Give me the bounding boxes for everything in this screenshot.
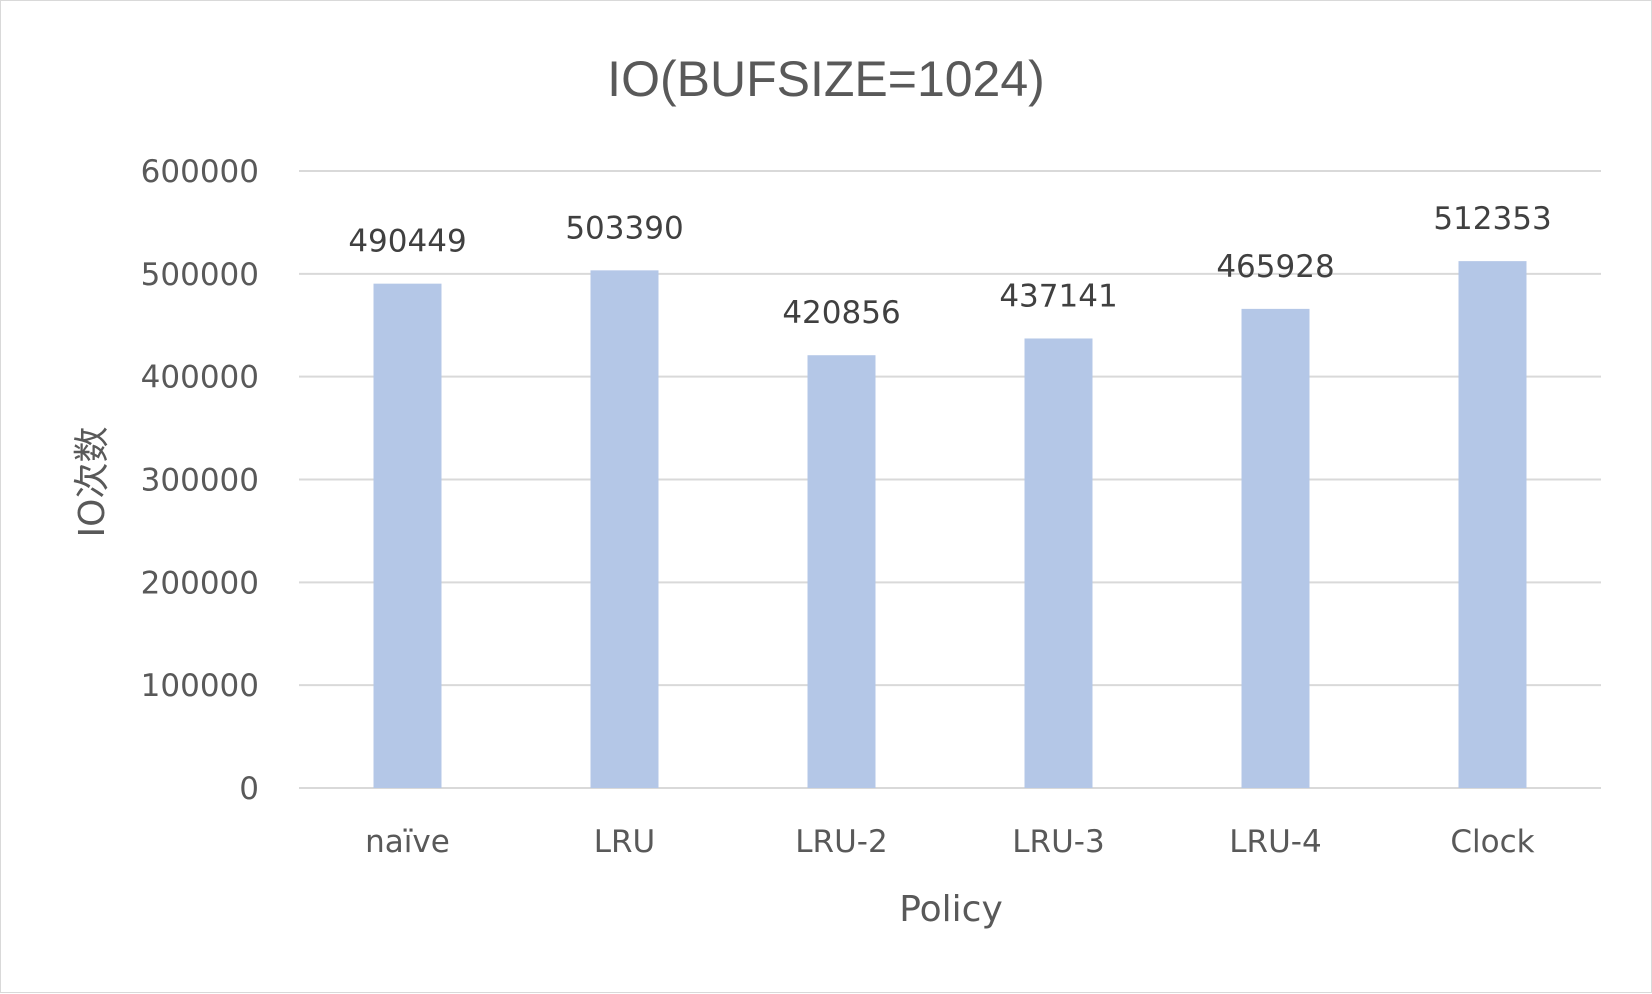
category-label: Clock xyxy=(1450,824,1534,860)
bar xyxy=(1241,308,1310,788)
data-label: 512353 xyxy=(1433,201,1551,237)
gridlines xyxy=(299,170,1601,789)
y-tick-label: 0 xyxy=(239,771,259,807)
y-tick-label: 500000 xyxy=(141,257,259,293)
x-axis-title: Policy xyxy=(899,889,1003,930)
category-label: LRU-2 xyxy=(795,824,887,860)
data-label: 437141 xyxy=(999,278,1117,314)
chart-title: IO(BUFSIZE=1024) xyxy=(607,51,1045,107)
y-axis-tick-labels: 0 100000 200000 300000 400000 500000 600000 xyxy=(141,154,259,807)
y-tick-label: 100000 xyxy=(141,668,259,704)
category-label: LRU xyxy=(594,824,656,860)
bar xyxy=(373,283,442,788)
data-label: 465928 xyxy=(1216,249,1334,285)
data-label: 420856 xyxy=(782,295,900,331)
y-axis-title: IO次数 xyxy=(72,427,113,538)
bar xyxy=(1458,261,1527,788)
bar xyxy=(807,355,876,788)
category-label: LRU-4 xyxy=(1229,824,1321,860)
bars xyxy=(373,261,1527,788)
category-label: naïve xyxy=(365,824,450,860)
y-tick-label: 200000 xyxy=(141,565,259,601)
data-labels: 490449 503390 420856 437141 465928 512353 xyxy=(348,201,1551,331)
data-label: 503390 xyxy=(565,210,683,246)
x-axis-category-labels: naïve LRU LRU-2 LRU-3 LRU-4 Clock xyxy=(365,824,1534,860)
y-tick-label: 300000 xyxy=(141,463,259,499)
data-label: 490449 xyxy=(348,224,466,260)
category-label: LRU-3 xyxy=(1012,824,1104,860)
bar xyxy=(590,270,659,788)
bar xyxy=(1024,338,1093,788)
y-tick-label: 600000 xyxy=(141,154,259,190)
y-tick-label: 400000 xyxy=(141,360,259,396)
